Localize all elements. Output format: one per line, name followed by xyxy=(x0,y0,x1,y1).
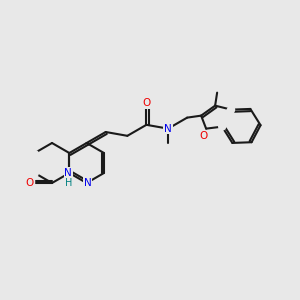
Text: H: H xyxy=(64,178,72,188)
Text: O: O xyxy=(142,98,151,108)
Text: N: N xyxy=(84,178,92,188)
Text: N: N xyxy=(164,124,172,134)
Text: O: O xyxy=(26,178,34,188)
Text: N: N xyxy=(64,168,72,178)
Text: O: O xyxy=(199,130,207,141)
